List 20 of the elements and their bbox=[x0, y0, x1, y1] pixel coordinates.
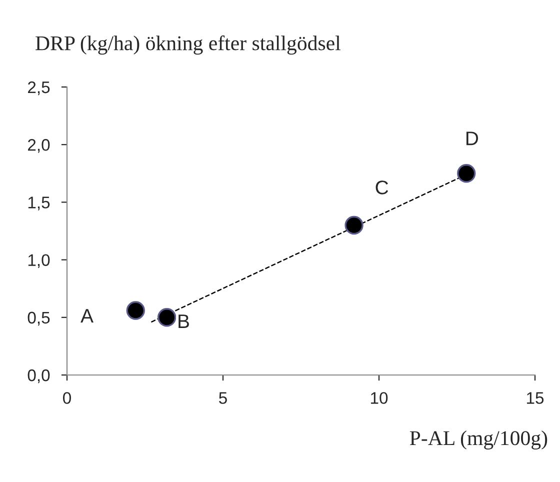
point bbox=[126, 301, 145, 320]
annotation: B bbox=[178, 314, 189, 328]
point bbox=[457, 164, 476, 183]
x-tick-label: 5 bbox=[219, 392, 227, 404]
x-tick-label: 0 bbox=[63, 392, 71, 404]
y-tick-label: 0,5 bbox=[28, 312, 50, 326]
annotation: A bbox=[80, 309, 94, 322]
annotation: D bbox=[466, 132, 478, 146]
y-tick-label: 2,5 bbox=[28, 81, 50, 96]
chart-title: DRP (kg/ha) ökning efter stallgödsel bbox=[36, 35, 340, 55]
y-tick-label: 1,5 bbox=[28, 196, 50, 210]
annotation: C bbox=[376, 180, 388, 194]
y-tick-label: 0,0 bbox=[28, 369, 50, 384]
point bbox=[158, 308, 176, 327]
x-tick-label: 10 bbox=[371, 392, 388, 404]
y-tick-label: 1,0 bbox=[28, 254, 50, 268]
point bbox=[344, 216, 364, 235]
x-axis-title: P-AL (mg/100g) bbox=[410, 430, 548, 450]
y-tick-label: 2,0 bbox=[28, 139, 50, 153]
x-tick-label: 15 bbox=[527, 392, 544, 404]
